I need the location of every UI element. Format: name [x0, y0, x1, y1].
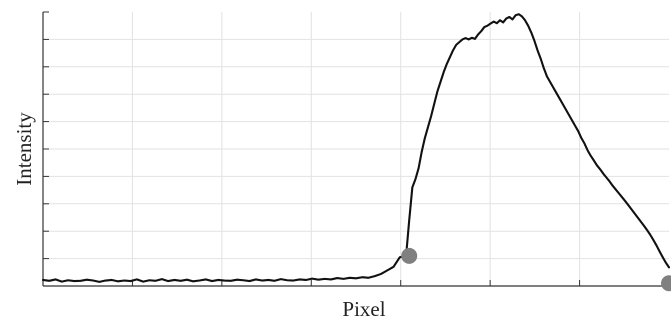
y-axis-label: Intensity [12, 112, 36, 186]
intensity-series-line [41, 13, 671, 283]
x-axis-label: Pixel [342, 297, 385, 320]
marker-rise-point [401, 247, 418, 264]
marker-end-point [661, 275, 671, 292]
